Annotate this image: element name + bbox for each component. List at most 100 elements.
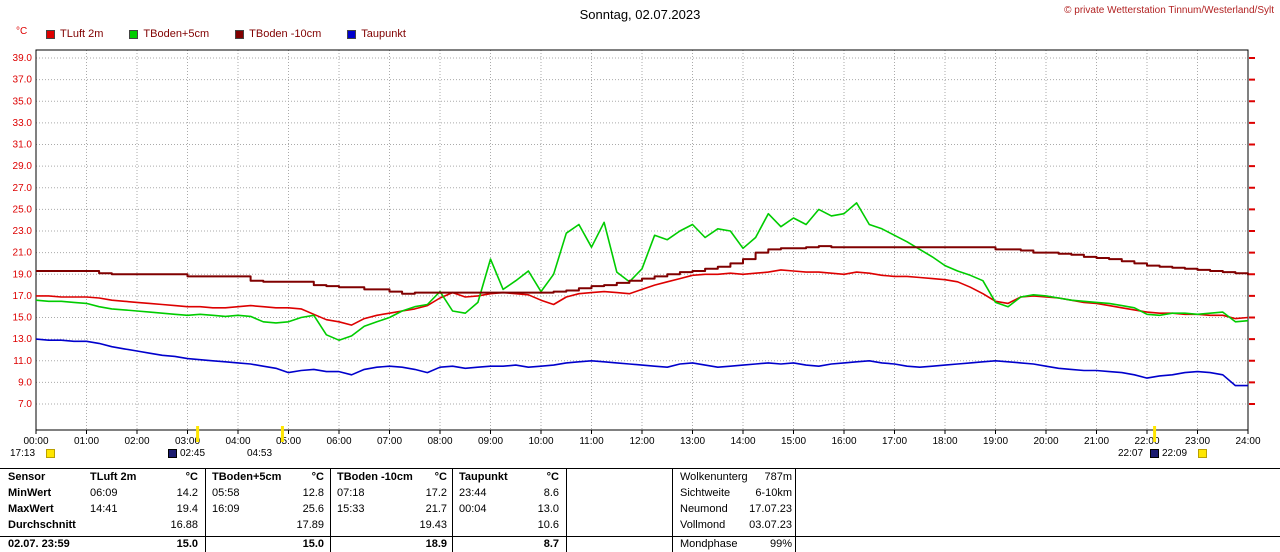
svg-text:22:00: 22:00 [1134,436,1159,447]
avg-value: 17.89 [296,519,324,531]
svg-text:14:00: 14:00 [730,436,755,447]
svg-text:19.0: 19.0 [13,269,33,280]
current-value: 18.9 [425,538,447,550]
svg-text:15.0: 15.0 [13,313,33,324]
legend-item-tluft: TLuft 2m [46,28,103,40]
svg-text:33.0: 33.0 [13,118,33,129]
avg-value: 19.43 [419,519,447,531]
svg-text:18:00: 18:00 [932,436,957,447]
max-value: 19.4 [176,503,198,515]
table-divider [795,469,796,552]
svg-text:39.0: 39.0 [13,53,33,64]
legend-label: Taupunkt [361,28,406,40]
copyright-notice: © private Wetterstation Tinnum/Westerlan… [1064,5,1274,16]
avg-value: 10.6 [537,519,559,531]
svg-text:00:00: 00:00 [23,436,48,447]
svg-text:23.0: 23.0 [13,226,33,237]
svg-text:06:00: 06:00 [326,436,351,447]
info-label: Vollmond [680,519,726,531]
svg-text:17.0: 17.0 [13,291,33,302]
svg-text:03:00: 03:00 [175,436,200,447]
svg-text:12:00: 12:00 [629,436,654,447]
info-label: Sichtweite [680,487,731,499]
svg-text:21:00: 21:00 [1084,436,1109,447]
chart-legend: TLuft 2m TBoden+5cm TBoden -10cm Taupunk… [46,28,406,40]
astro-info-block: Wolkenunterg 787m Sichtweite 6-10km Neumon… [680,468,792,552]
svg-text:9.0: 9.0 [18,377,32,388]
svg-text:31.0: 31.0 [13,140,33,151]
column-tboden10: TBoden -10cm °C 07:18 17.2 15:33 21.7 19.43… [337,468,447,552]
min-time: 05:58 [212,487,240,499]
max-value: 13.0 [537,503,559,515]
row-label-durchschnitt: Durchschnitt [8,519,76,531]
max-value: 21.7 [425,503,447,515]
moonrise-time: 17:13 [10,448,36,459]
max-time: 00:04 [459,503,487,515]
svg-text:01:00: 01:00 [74,436,99,447]
column-unit: °C [185,471,198,483]
info-value: 99% [769,538,792,550]
max-time: 16:09 [212,503,240,515]
column-tboden5: TBoden+5cm °C 05:58 12.8 16:09 25.6 17.89 1… [212,468,324,552]
min-value: 12.8 [302,487,324,499]
current-value: 8.7 [543,538,559,550]
svg-text:7.0: 7.0 [18,399,32,410]
column-unit: °C [434,471,447,483]
svg-text:21.0: 21.0 [13,248,33,259]
sun-icon [1198,449,1207,458]
min-time: 07:18 [337,487,365,499]
moonset-time: 02:45 [180,448,206,459]
sun-moon-times-row: 17:13 02:45 04:53 22:07 22:09 [0,447,1280,461]
row-label-maxwert: MaxWert [8,503,54,515]
min-time: 06:09 [90,487,118,499]
info-label: Neumond [680,503,728,515]
legend-label: TBoden -10cm [249,28,322,40]
legend-label: TBoden+5cm [143,28,210,40]
legend-item-taupunkt: Taupunkt [347,28,406,40]
svg-text:27.0: 27.0 [13,183,33,194]
moon-icon [168,449,177,458]
svg-text:23:00: 23:00 [1185,436,1210,447]
legend-label: TLuft 2m [60,28,104,40]
svg-text:10:00: 10:00 [528,436,553,447]
svg-text:17:00: 17:00 [882,436,907,447]
svg-text:16:00: 16:00 [831,436,856,447]
table-divider [205,469,206,552]
svg-text:07:00: 07:00 [377,436,402,447]
column-header: TBoden+5cm [212,471,282,483]
temperature-chart: 39.0 37.0 35.0 33.0 31.0 29.0 27.0 25.0 23.0 21.0… [13,49,1261,447]
column-header: Taupunkt [459,471,508,483]
table-divider [330,469,331,552]
svg-text:13.0: 13.0 [13,334,33,345]
page-title: Sonntag, 02.07.2023 [579,7,701,22]
moon-icon [1150,449,1159,458]
min-value: 14.2 [176,487,198,499]
current-value: 15.0 [302,538,324,550]
current-value: 15.0 [176,538,198,550]
legend-item-tboden5: TBoden+5cm [129,28,209,40]
svg-text:37.0: 37.0 [13,75,33,86]
info-value: 6-10km [755,487,792,499]
svg-text:11:00: 11:00 [579,436,604,447]
moonset-time-2: 22:09 [1162,448,1188,459]
info-label: Wolkenunterg [680,471,748,483]
info-value: 03.07.23 [749,519,792,531]
column-unit: °C [546,471,559,483]
svg-text:19:00: 19:00 [983,436,1008,447]
info-value: 17.07.23 [749,503,792,515]
sun-icon [46,449,55,458]
svg-text:24:00: 24:00 [1235,436,1260,447]
avg-value: 16.88 [170,519,198,531]
svg-text:35.0: 35.0 [13,96,33,107]
svg-text:02:00: 02:00 [124,436,149,447]
column-header: TBoden -10cm [337,471,413,483]
info-value: 787m [764,471,792,483]
y-axis-unit-label: °C [16,26,28,37]
tboden10-swatch-icon [235,29,245,39]
table-separator-line [0,536,1280,537]
svg-text:11.0: 11.0 [13,356,32,367]
column-unit: °C [311,471,324,483]
min-value: 8.6 [543,487,559,499]
sunrise-time: 04:53 [247,448,273,459]
